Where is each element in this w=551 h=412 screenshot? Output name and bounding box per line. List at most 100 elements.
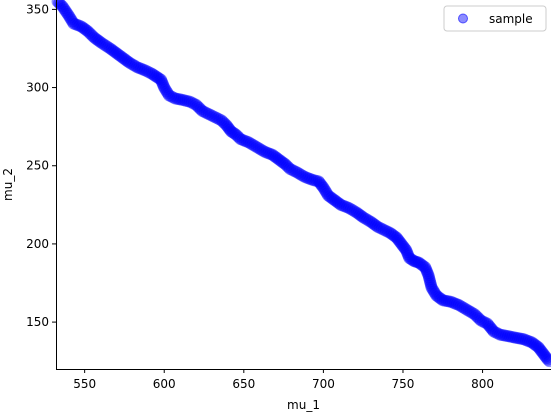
data-point [352,207,365,220]
data-point [330,195,343,208]
data-point [452,298,465,311]
data-point [107,44,120,57]
data-point [517,333,530,346]
x-tick-label: 700 [312,377,335,391]
data-point [313,176,326,189]
data-point [228,127,241,140]
data-point [73,19,86,32]
data-point [477,315,490,328]
data-point [171,92,184,105]
data-point [202,108,215,121]
data-point [346,204,359,217]
data-point [489,326,502,339]
data-point [116,51,129,64]
data-point [387,229,400,242]
data-point [240,135,253,148]
data-point [67,17,80,30]
data-point [80,24,93,37]
data-point [400,244,413,257]
data-point [466,307,479,320]
data-point [504,330,517,343]
data-point [400,246,413,259]
y-tick-label: 250 [26,159,49,173]
data-point [450,298,463,311]
data-point [338,200,351,213]
data-point [411,256,424,269]
data-point [193,101,206,114]
data-point [440,294,453,307]
data-point [438,294,451,307]
data-point [118,53,131,66]
x-tick-label: 550 [73,377,96,391]
data-point [304,173,317,186]
data-point [509,331,522,344]
data-point [543,355,551,368]
data-point [96,37,109,50]
data-point [371,220,384,233]
data-point [156,77,169,90]
data-point [344,203,357,216]
data-point [315,178,328,191]
data-point [264,148,277,161]
data-point [350,206,363,219]
data-point [539,350,551,363]
data-point [129,60,142,73]
data-point [92,35,105,48]
data-point [422,271,435,284]
data-point [51,0,64,8]
data-point [155,73,168,86]
data-point [223,123,236,136]
data-point [145,67,158,80]
data-point [396,239,409,252]
data-point [268,149,281,162]
data-point [365,216,378,229]
data-point [502,330,515,343]
data-point [57,2,70,15]
data-point [244,137,257,150]
data-point [238,134,251,147]
data-point [336,199,349,212]
x-tick-label: 600 [153,377,176,391]
data-point [94,36,107,49]
data-point [108,45,121,58]
x-tick-label: 800 [471,377,494,391]
data-point [425,281,438,294]
data-point [382,225,395,238]
data-point [234,133,247,146]
data-point [333,197,346,210]
data-point [123,56,136,69]
data-point [342,201,355,214]
data-point [150,70,163,83]
data-point [63,11,76,24]
data-point [143,66,156,79]
data-point [213,113,226,126]
data-point [159,83,172,96]
data-point [384,226,397,239]
data-point [473,312,486,325]
data-point [183,95,196,108]
data-point [78,22,91,35]
data-point [258,145,271,158]
data-point [83,26,96,39]
data-point [91,33,104,46]
legend-box [443,5,547,32]
data-point [113,49,126,62]
data-point [317,181,330,194]
data-point [483,320,496,333]
data-point [519,334,532,347]
data-point [368,218,381,231]
data-point [316,180,329,193]
data-point [187,97,200,110]
data-point [366,217,379,230]
data-point [102,41,115,54]
data-point [424,277,437,290]
data-point [535,345,548,358]
data-point [71,19,84,32]
data-point [207,110,220,123]
data-point [377,223,390,236]
data-point [282,161,295,174]
data-point [56,0,69,13]
data-point [428,285,441,298]
data-point [141,65,154,78]
